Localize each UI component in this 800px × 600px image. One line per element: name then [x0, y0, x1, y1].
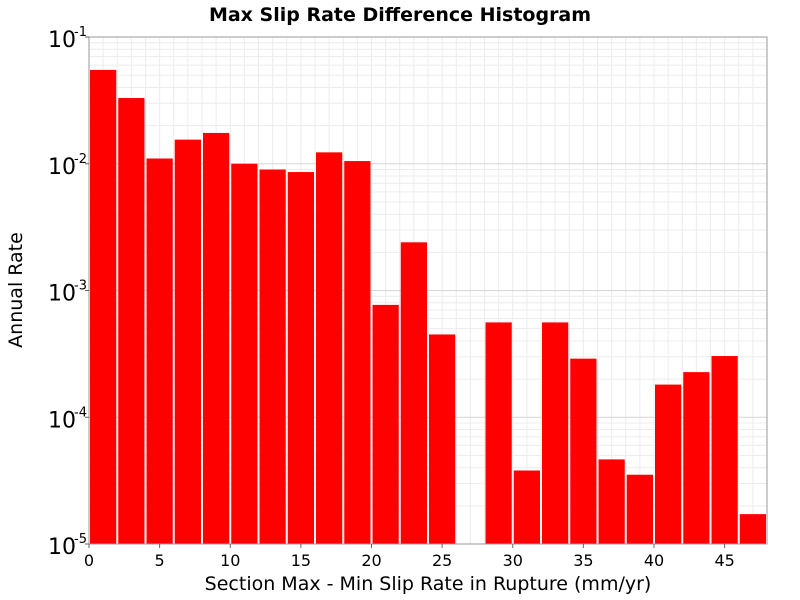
histogram-bar [90, 69, 117, 544]
y-tick-base: 10 [48, 282, 76, 307]
y-tick-exponent: -5 [74, 532, 87, 547]
x-tick-label: 30 [503, 551, 523, 570]
histogram-bar [287, 172, 314, 545]
histogram-bar [316, 152, 343, 544]
histogram-bar [372, 304, 399, 544]
x-tick-label: 10 [220, 551, 240, 570]
chart-title: Max Slip Rate Difference Histogram [209, 4, 591, 26]
histogram-bar [174, 139, 201, 544]
histogram-bar [542, 322, 569, 544]
x-axis-label: Section Max - Min Slip Rate in Rupture (… [205, 573, 652, 595]
histogram-bar [344, 161, 371, 544]
x-tick-label: 15 [291, 551, 311, 570]
x-tick-label: 0 [84, 551, 94, 570]
y-axis-label: Annual Rate [5, 232, 27, 348]
y-tick-label: 10-2 [48, 152, 87, 180]
x-tick-label: 25 [432, 551, 452, 570]
y-tick-label: 10-5 [48, 532, 87, 560]
histogram-bar [231, 163, 258, 544]
histogram-bar [711, 356, 738, 544]
y-tick-base: 10 [48, 155, 76, 180]
x-tick-label: 5 [155, 551, 165, 570]
histogram-bar [626, 474, 653, 544]
histogram-bar [598, 459, 625, 544]
y-axis-ticks: 10-510-410-310-210-1 [48, 25, 89, 560]
x-tick-label: 40 [644, 551, 664, 570]
histogram-bar [570, 358, 597, 544]
histogram-bar [400, 242, 427, 544]
y-tick-label: 10-3 [48, 279, 87, 307]
x-axis-ticks: 0 5 10 15 20 25 30 35 40 45 [84, 544, 735, 570]
histogram-bar [513, 470, 540, 544]
y-tick-label: 10-1 [48, 25, 87, 53]
y-tick-label: 10-4 [48, 405, 87, 433]
histogram-bar [259, 169, 286, 545]
y-tick-base: 10 [48, 28, 76, 53]
bar-series [90, 69, 766, 545]
histogram-bar [739, 514, 766, 544]
histogram-bar [655, 384, 682, 544]
histogram-bar [118, 98, 145, 545]
histogram-bar [683, 372, 710, 544]
x-tick-label: 45 [714, 551, 734, 570]
x-tick-label: 20 [361, 551, 381, 570]
y-tick-exponent: -3 [74, 279, 87, 294]
histogram-bar [429, 334, 456, 544]
histogram-bar [146, 158, 173, 544]
histogram-bar [485, 322, 512, 544]
y-tick-exponent: -2 [74, 152, 87, 167]
y-tick-exponent: -1 [74, 25, 87, 40]
x-tick-label: 35 [573, 551, 593, 570]
y-tick-base: 10 [48, 535, 76, 560]
y-tick-exponent: -4 [74, 405, 87, 420]
histogram-bar [203, 132, 230, 544]
y-tick-base: 10 [48, 408, 76, 433]
